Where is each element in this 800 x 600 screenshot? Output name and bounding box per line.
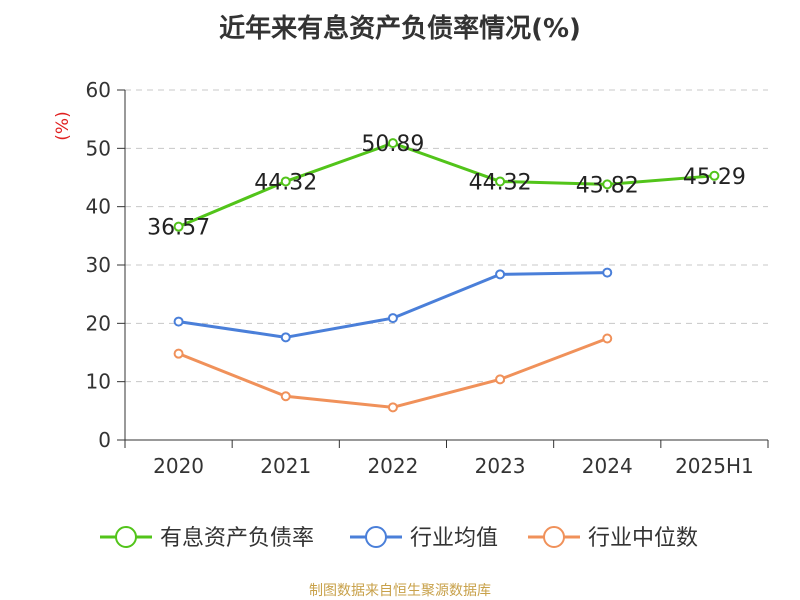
y-tick-label: 20 — [86, 311, 111, 335]
x-tick-label: 2020 — [153, 454, 204, 478]
y-tick-label: 50 — [86, 136, 111, 160]
legend-label: 行业均值 — [410, 526, 498, 551]
data-point — [495, 176, 506, 187]
y-tick-label: 0 — [98, 428, 111, 452]
x-tick-label: 2021 — [260, 454, 311, 478]
data-label: 36.57 — [147, 216, 210, 241]
source-note: 制图数据来自恒生聚源数据库 — [309, 583, 491, 599]
data-labels: 36.57 44.32 50.89 44.32 43.82 45.29 — [147, 132, 746, 241]
y-tick-label: 30 — [86, 253, 111, 277]
data-label: 50.89 — [361, 132, 424, 157]
data-point — [173, 316, 184, 327]
legend-marker — [543, 526, 565, 548]
data-point — [387, 138, 398, 149]
y-tick-label: 60 — [86, 78, 111, 102]
data-point — [602, 267, 613, 278]
x-tick-label: 2024 — [582, 454, 633, 478]
chart-title: 近年来有息资产负债率情况(%) — [219, 14, 581, 44]
data-point — [495, 374, 506, 385]
x-tick-label: 2023 — [475, 454, 526, 478]
legend: 有息资产负债率 行业均值 行业中位数 — [100, 526, 698, 551]
data-point — [173, 221, 184, 232]
data-point — [495, 269, 506, 280]
data-label: 45.29 — [683, 165, 746, 190]
y-axis-label: (%) — [53, 111, 73, 140]
series-line — [178, 337, 608, 409]
data-label: 43.82 — [576, 173, 639, 198]
grid-lines — [125, 89, 768, 383]
data-point — [280, 332, 291, 343]
y-tick-label: 40 — [86, 195, 111, 219]
legend-marker — [115, 526, 137, 548]
series-line — [178, 141, 715, 229]
data-point — [602, 333, 613, 344]
data-label: 44.32 — [469, 170, 532, 195]
legend-label: 行业中位数 — [588, 526, 698, 551]
series-lines — [173, 138, 720, 413]
legend-label: 有息资产负债率 — [160, 526, 314, 551]
data-point — [173, 348, 184, 359]
axes: 0 10 20 30 40 50 60 (%) 2020 2021 2022 2023 2024 2025… — [53, 78, 769, 478]
legend-marker — [365, 526, 387, 548]
data-point — [387, 313, 398, 324]
data-point — [602, 179, 613, 190]
series-line — [178, 271, 608, 339]
x-tick-label: 2022 — [367, 454, 418, 478]
x-tick-label: 2025H1 — [675, 454, 754, 478]
data-label: 44.32 — [254, 170, 317, 195]
data-point — [387, 402, 398, 413]
y-tick-label: 10 — [86, 370, 111, 394]
data-point — [280, 391, 291, 402]
data-point — [709, 170, 720, 181]
data-point — [280, 176, 291, 187]
